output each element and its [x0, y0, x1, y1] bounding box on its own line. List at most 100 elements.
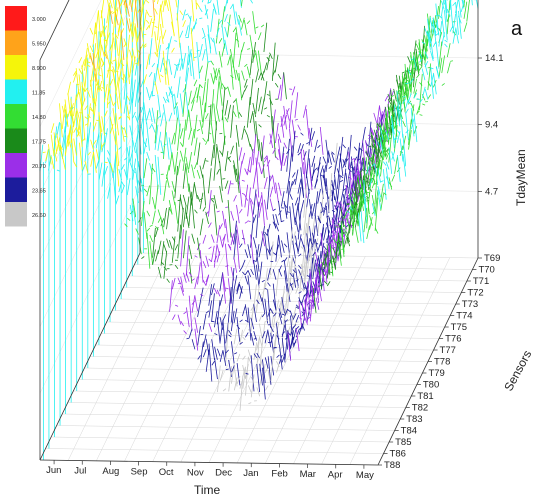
series-segment [73, 110, 77, 128]
series-segment [208, 246, 212, 250]
series-segment [168, 112, 173, 122]
series-segment [295, 328, 300, 352]
series-segment [196, 2, 200, 8]
legend-swatch [5, 202, 27, 227]
series-segment [233, 367, 238, 387]
series-segment [371, 194, 376, 211]
series-segment [272, 299, 277, 311]
series-segment [233, 111, 237, 118]
series-segment [225, 322, 229, 363]
series-segment [427, 94, 432, 100]
series-segment [311, 169, 316, 178]
series-segment [276, 334, 280, 340]
series-segment [135, 228, 139, 235]
series-segment [396, 90, 401, 120]
series-segment [252, 214, 257, 223]
series-segment [298, 325, 303, 335]
series-segment [140, 105, 145, 113]
series-segment [166, 278, 170, 283]
series-segment [393, 100, 398, 110]
series-segment [410, 58, 414, 61]
series-segment [374, 154, 378, 175]
series-segment [213, 68, 217, 84]
series-segment [64, 109, 69, 128]
series-segment [205, 113, 209, 120]
series-segment [264, 367, 269, 374]
series-segment [328, 173, 333, 212]
series-segment [339, 179, 344, 183]
series-segment [320, 232, 325, 264]
series-segment [250, 198, 254, 205]
series-segment [135, 186, 139, 204]
series-segment [163, 180, 167, 202]
series-segment [424, 51, 429, 59]
series-segment [267, 282, 271, 287]
series-segment [176, 13, 181, 48]
series-segment [306, 142, 310, 145]
series-segment [323, 227, 327, 241]
series-segment [131, 9, 136, 36]
legend-swatch [5, 177, 27, 202]
series-segment [166, 207, 170, 230]
series-segment [185, 165, 190, 192]
series-segment [218, 70, 223, 90]
series-segment [326, 261, 331, 279]
series-segment [241, 192, 246, 195]
series-segment [101, 163, 106, 187]
series-segment [124, 223, 128, 228]
series-segment [430, 50, 434, 62]
series-segment [377, 141, 381, 149]
series-segment [81, 107, 86, 141]
series-segment [415, 53, 420, 72]
series-segment [216, 251, 221, 263]
series-segment [421, 25, 425, 68]
series-segment [129, 69, 133, 105]
series-segment [390, 95, 395, 98]
series-segment [182, 9, 186, 21]
series-segment [89, 45, 94, 53]
series-segment [252, 11, 256, 34]
y-tick-label: T70 [478, 265, 494, 276]
series-segment [224, 180, 229, 189]
series-segment [385, 161, 390, 170]
series-segment [250, 355, 255, 392]
series-segment [157, 156, 162, 195]
series-segment [145, 9, 150, 16]
series-segment [280, 114, 285, 128]
series-segment [152, 197, 156, 210]
series-segment [202, 279, 207, 286]
series-segment [208, 300, 213, 318]
series-segment [185, 13, 189, 16]
series-segment [366, 192, 370, 229]
series-segment [73, 94, 77, 117]
series-segment [359, 157, 363, 173]
series-segment [199, 17, 203, 19]
series-segment [318, 284, 322, 287]
series-segment [188, 152, 192, 170]
series-segment [422, 103, 426, 106]
series-segment [426, 13, 431, 33]
series-segment [275, 234, 280, 262]
series-segment [441, 83, 445, 86]
series-segment [429, 19, 434, 41]
series-segment [171, 21, 175, 36]
series-segment [349, 205, 353, 234]
series-segment [258, 314, 263, 322]
series-segment [224, 39, 229, 55]
series-segment [295, 267, 299, 288]
series-segment [213, 195, 218, 209]
series-segment [301, 276, 305, 290]
series-segment [405, 129, 409, 134]
series-segment [143, 212, 148, 239]
series-segment [363, 174, 367, 179]
series-segment [84, 87, 88, 93]
series-segment [247, 349, 252, 359]
series-segment [126, 116, 131, 120]
series-segment [216, 317, 221, 344]
series-segment [387, 93, 392, 102]
series-segment [379, 127, 384, 141]
series-segment [424, 38, 429, 65]
series-segment [306, 188, 310, 209]
series-segment [160, 261, 165, 265]
series-segment [230, 105, 234, 138]
